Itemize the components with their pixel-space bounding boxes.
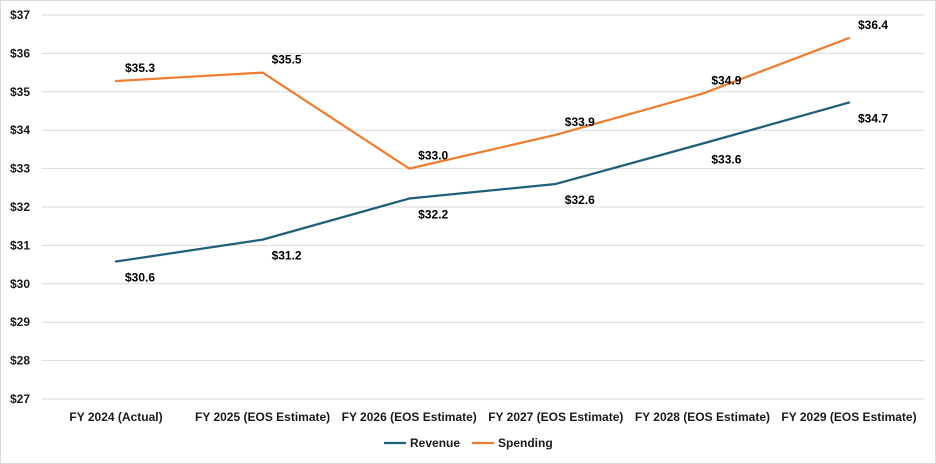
y-tick-label: $31	[10, 238, 30, 252]
y-tick-label: $34	[10, 123, 30, 137]
y-tick-label: $28	[10, 354, 30, 368]
y-tick-label: $29	[10, 315, 30, 329]
y-tick-label: $27	[10, 392, 30, 406]
legend: Revenue Spending	[384, 436, 553, 450]
x-tick-label: FY 2029 (EOS Estimate)	[781, 410, 916, 424]
y-axis-ticks: $27 $28 $29 $30 $31 $32 $33 $34 $35 $36 $37	[10, 8, 30, 406]
x-tick-label: FY 2026 (EOS Estimate)	[342, 410, 477, 424]
gridlines	[42, 14, 924, 400]
x-tick-label: FY 2024 (Actual)	[69, 410, 162, 424]
y-tick-label: $37	[10, 8, 30, 22]
data-label-spending: $35.5	[272, 53, 302, 67]
data-label-revenue: $32.2	[418, 208, 448, 222]
data-label-revenue: $32.6	[565, 193, 595, 207]
data-label-revenue: $31.2	[272, 249, 302, 263]
y-tick-label: $35	[10, 85, 30, 99]
data-label-spending: $36.4	[858, 18, 888, 32]
legend-label-revenue: Revenue	[410, 436, 460, 450]
x-tick-label: FY 2025 (EOS Estimate)	[195, 410, 330, 424]
data-label-spending: $33.9	[565, 115, 595, 129]
y-tick-label: $36	[10, 46, 30, 60]
data-labels: $30.6 $31.2 $32.2 $32.6 $33.6 $34.7 $35.3 $35.5…	[125, 18, 888, 284]
x-axis-ticks: FY 2024 (Actual) FY 2025 (EOS Estimate) FY…	[69, 410, 916, 424]
x-tick-label: FY 2028 (EOS Estimate)	[635, 410, 770, 424]
y-tick-label: $30	[10, 277, 30, 291]
series-line-revenue	[114, 101, 851, 263]
legend-label-spending: Spending	[498, 436, 553, 450]
y-tick-label: $32	[10, 200, 30, 214]
data-label-spending: $34.9	[711, 74, 741, 88]
y-tick-label: $33	[10, 162, 30, 176]
series-lines	[114, 36, 851, 263]
series-line-spending	[114, 36, 851, 170]
data-label-revenue: $33.6	[711, 153, 741, 167]
data-label-spending: $33.0	[418, 149, 448, 163]
data-label-revenue: $34.7	[858, 112, 888, 126]
data-label-revenue: $30.6	[125, 271, 155, 285]
data-label-spending: $35.3	[125, 61, 155, 75]
x-tick-label: FY 2027 (EOS Estimate)	[488, 410, 623, 424]
